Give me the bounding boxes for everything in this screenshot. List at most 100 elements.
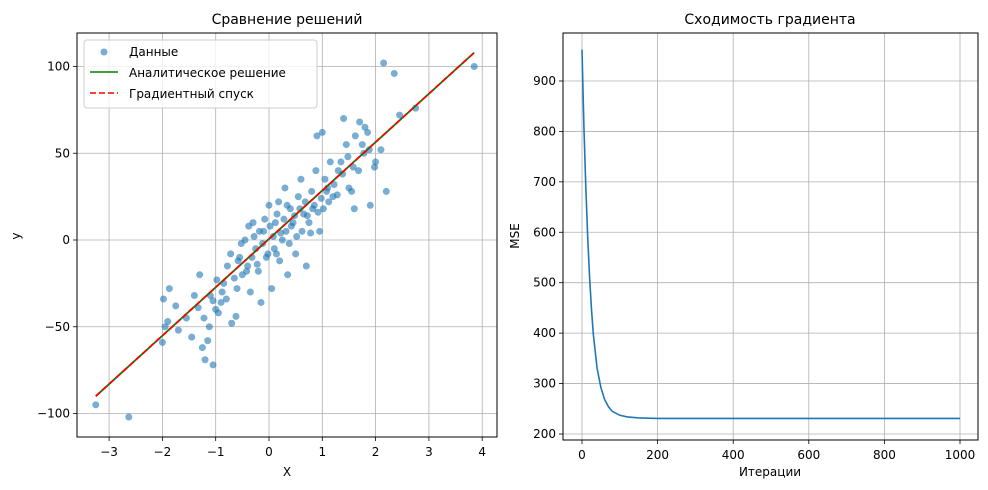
x-tick-label: 1: [318, 445, 326, 459]
data-point: [243, 267, 251, 275]
y-axis-label: y: [9, 232, 23, 239]
data-point: [223, 262, 231, 270]
x-tick-label: −2: [154, 445, 172, 459]
x-tick-label: 800: [873, 448, 896, 462]
x-tick-label: 4: [478, 445, 486, 459]
chart-title: Сходимость градиента: [684, 12, 855, 28]
data-point: [313, 132, 321, 140]
x-tick-label: 3: [425, 445, 433, 459]
data-point: [470, 63, 478, 70]
data-point: [294, 193, 302, 201]
data-point: [333, 191, 341, 199]
data-point: [266, 222, 274, 230]
data-point: [246, 288, 254, 296]
data-point: [196, 271, 204, 279]
x-axis-label: Итерации: [739, 465, 801, 479]
data-point: [366, 201, 374, 209]
data-point: [316, 227, 324, 235]
data-point: [365, 146, 373, 154]
data-point: [364, 128, 372, 136]
x-tick-label: 2: [372, 445, 380, 459]
data-point: [161, 323, 169, 331]
data-point: [277, 229, 285, 237]
y-tick-label: −50: [45, 320, 70, 334]
y-tick-label: 800: [533, 124, 556, 138]
data-point: [321, 175, 329, 183]
data-point: [348, 187, 356, 195]
data-point: [371, 163, 379, 171]
data-point: [209, 361, 217, 369]
data-point: [297, 175, 305, 183]
data-point: [318, 128, 326, 136]
plot-area: [76, 32, 498, 438]
legend-label-data: Данные: [129, 45, 178, 59]
data-point: [330, 180, 338, 188]
data-point: [396, 111, 404, 119]
data-point: [292, 250, 300, 258]
data-point: [227, 250, 235, 258]
data-point: [257, 298, 265, 306]
data-point: [307, 229, 315, 237]
data-points: [92, 59, 478, 421]
data-point: [159, 295, 167, 303]
y-tick-label: 400: [533, 326, 556, 340]
data-point: [355, 167, 363, 175]
data-point: [188, 333, 196, 341]
data-point: [253, 260, 261, 268]
data-point: [319, 205, 327, 213]
data-point: [283, 201, 291, 209]
data-point: [302, 262, 310, 270]
grid: [563, 33, 978, 440]
legend-label-gradient: Градиентный спуск: [129, 87, 254, 101]
y-axis-label: MSE: [508, 223, 522, 249]
y-tick-label: 700: [533, 175, 556, 189]
data-point: [377, 146, 385, 154]
gradient-line: [95, 51, 475, 397]
data-point: [244, 262, 252, 270]
regression-lines: [95, 51, 475, 397]
data-point: [337, 158, 345, 166]
data-point: [361, 123, 369, 131]
x-tick-label: 400: [722, 448, 745, 462]
data-point: [380, 59, 388, 67]
data-point: [217, 298, 225, 306]
data-point: [222, 295, 230, 303]
y-tick-label: 500: [533, 276, 556, 290]
data-point: [92, 401, 100, 409]
data-point: [174, 326, 182, 334]
data-point: [275, 198, 283, 206]
data-point: [296, 205, 304, 213]
y-tick-label: 0: [62, 233, 70, 247]
data-point: [232, 312, 240, 320]
data-point: [382, 187, 390, 195]
data-point: [325, 198, 333, 206]
y-tick-label: 300: [533, 377, 556, 391]
data-point: [237, 239, 245, 247]
x-tick-label: 1000: [945, 448, 976, 462]
plot-area: [562, 32, 979, 441]
data-point: [255, 227, 263, 235]
x-axis-label: X: [283, 465, 291, 479]
data-point: [245, 222, 253, 230]
data-point: [269, 233, 277, 241]
chart-title: Сравнение решений: [212, 12, 363, 28]
legend-label-analytic: Аналитическое решение: [129, 66, 286, 80]
scatter-chart: Сравнение решений −3 −2 −1 0 1 2 3 4 −100 −50 0 50 1…: [9, 12, 498, 479]
data-point: [303, 212, 311, 220]
legend-marker-data: [100, 48, 108, 56]
data-point: [390, 69, 398, 77]
mse-curve: [581, 49, 960, 420]
data-point: [165, 285, 173, 293]
y-tick-label: −100: [37, 407, 70, 421]
data-point: [228, 319, 236, 327]
data-point: [280, 215, 288, 223]
data-point: [190, 292, 198, 300]
y-tick-label: 900: [533, 74, 556, 88]
data-point: [234, 257, 242, 265]
data-point: [268, 285, 276, 293]
data-point: [213, 276, 221, 284]
data-point: [298, 227, 306, 235]
y-tick-label: 50: [55, 146, 70, 160]
data-point: [230, 274, 238, 282]
data-point: [233, 285, 241, 293]
